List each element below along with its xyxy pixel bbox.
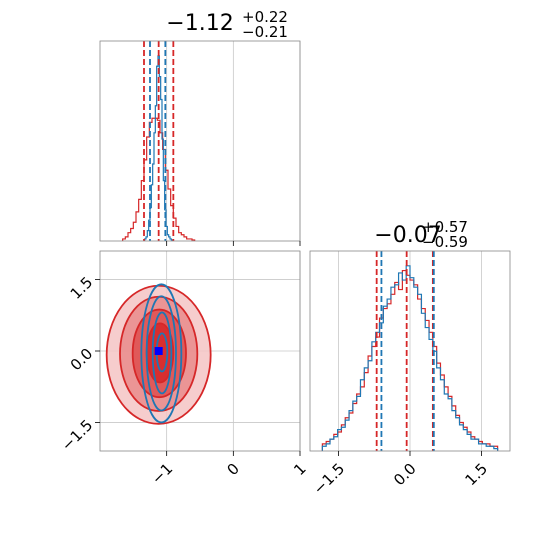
panel-title: −1.12: [166, 11, 233, 36]
histogram-series_a: [321, 269, 499, 451]
title-lower-error: −0.21: [242, 23, 288, 41]
contour-series_b: [140, 283, 183, 424]
title-upper-error: +0.22: [242, 8, 288, 26]
x-tick-label: 1.5: [461, 460, 491, 490]
density-panel-param1-param2: −1 0 1 1.5 0.0 −1.5: [58, 250, 310, 488]
x-tick-label: 1: [290, 460, 309, 479]
histogram-panel-param1: −1.12 +0.22 −0.21: [99, 8, 301, 246]
x-tick-label: −1.5: [310, 460, 348, 498]
y-tick-label: −1.5: [58, 416, 96, 454]
x-tick-label: 0: [224, 460, 243, 479]
y-tick-label: 0.0: [67, 345, 97, 375]
x-tick-label: 0.0: [390, 460, 420, 490]
title-median: −1.12: [166, 11, 233, 36]
histogram-series_a: [122, 117, 196, 241]
panel-title: −0.07: [374, 223, 441, 248]
title-lower-error: −0.59: [422, 233, 468, 251]
contour-series_b: [151, 311, 173, 395]
plot-area: [100, 41, 300, 241]
title-upper-error: +0.57: [422, 218, 468, 236]
axes-frame: [99, 40, 301, 242]
x-tick-label: −1: [148, 460, 176, 488]
histogram-panel-param2: −1.5 0.0 1.5 −0.07 +0.57 −0.59: [309, 218, 511, 498]
truth-marker: [154, 347, 163, 355]
contour-series_b: [145, 295, 177, 412]
y-tick-label: 1.5: [67, 273, 97, 303]
title-median: −0.07: [374, 223, 441, 248]
